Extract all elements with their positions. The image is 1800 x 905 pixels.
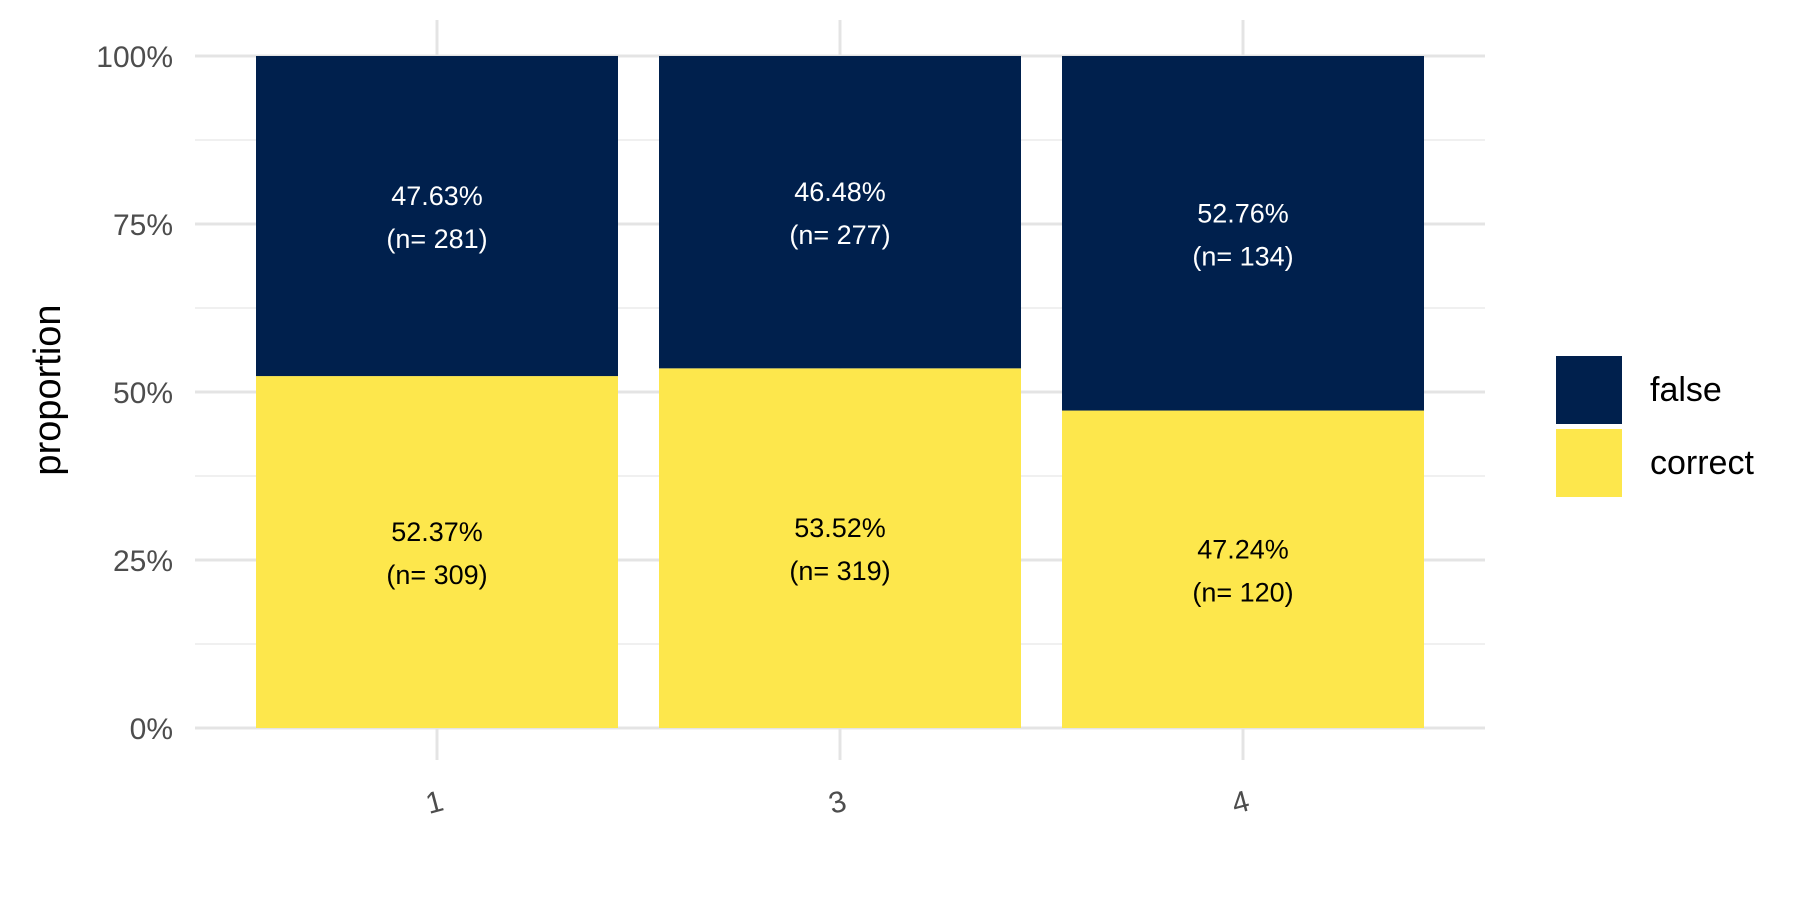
data-label-count: (n= 277) xyxy=(789,220,890,250)
x-tick-label: 3 xyxy=(825,785,850,821)
legend-label-correct: correct xyxy=(1650,444,1754,482)
y-tick-label: 100% xyxy=(96,41,173,74)
data-label-percent: 47.24% xyxy=(1197,534,1289,564)
bar-segment-correct xyxy=(1062,410,1424,728)
data-label-count: (n= 120) xyxy=(1192,577,1293,607)
data-label-percent: 52.76% xyxy=(1197,198,1289,228)
x-tick-label: 4 xyxy=(1228,785,1253,821)
legend-label-false: false xyxy=(1650,371,1722,409)
y-tick-label: 75% xyxy=(113,209,173,242)
bar-segment-false xyxy=(256,56,618,377)
bar-segment-false xyxy=(1062,56,1424,411)
data-label-count: (n= 134) xyxy=(1192,241,1293,271)
bar-segment-false xyxy=(659,56,1021,369)
legend-swatch-correct xyxy=(1556,429,1622,497)
data-label-count: (n= 309) xyxy=(386,560,487,590)
legend: false correct xyxy=(1556,356,1754,497)
data-label-percent: 47.63% xyxy=(391,181,483,211)
legend-swatch-false xyxy=(1556,356,1622,424)
data-label-count: (n= 319) xyxy=(789,556,890,586)
x-tick-label: 1 xyxy=(422,785,447,821)
data-labels-layer: 52.37% (n= 309) 47.63% (n= 281) 53.52% (n= 31… xyxy=(386,177,1293,607)
y-axis-title: proportion xyxy=(27,304,69,475)
bar-segment-correct xyxy=(256,376,618,728)
data-label-count: (n= 281) xyxy=(386,224,487,254)
y-tick-label: 0% xyxy=(130,713,173,746)
data-label-percent: 46.48% xyxy=(794,177,886,207)
bars-layer xyxy=(256,56,1424,728)
y-tick-label: 50% xyxy=(113,377,173,410)
bar-segment-correct xyxy=(659,368,1021,728)
y-tick-label: 25% xyxy=(113,545,173,578)
data-label-percent: 53.52% xyxy=(794,513,886,543)
data-label-percent: 52.37% xyxy=(391,517,483,547)
